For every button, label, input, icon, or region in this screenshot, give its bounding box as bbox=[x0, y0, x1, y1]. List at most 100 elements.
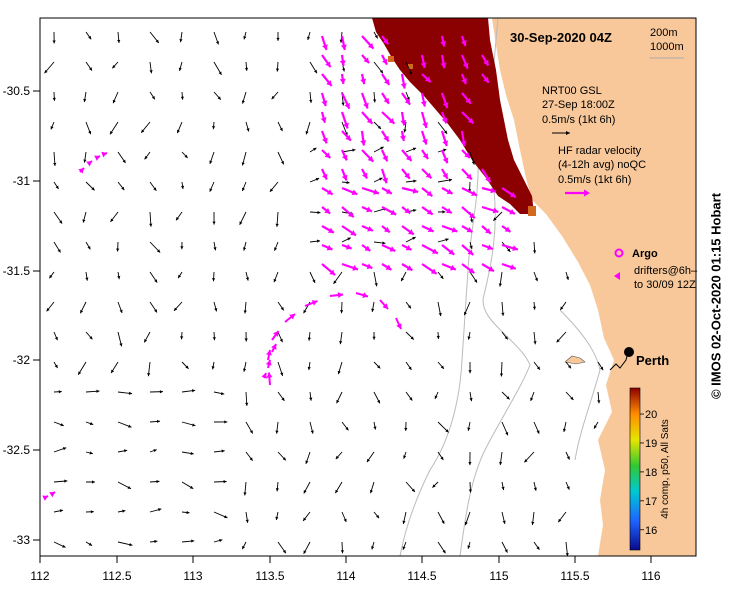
model-arrow bbox=[524, 451, 535, 463]
model-arrow bbox=[213, 91, 222, 101]
model-arrow bbox=[597, 391, 601, 404]
model-arrow bbox=[53, 421, 64, 427]
drifter-track bbox=[42, 491, 56, 501]
model-arrow bbox=[85, 541, 93, 546]
model-arrow bbox=[437, 178, 453, 183]
model-arrow bbox=[181, 389, 196, 393]
radar-arrow bbox=[440, 111, 448, 124]
model-arrow bbox=[405, 391, 413, 401]
radar-arrow bbox=[421, 168, 433, 180]
radar-legend: HF radar velocity (4-12h avg) noQC 0.5m/… bbox=[558, 145, 646, 197]
radar-arrow bbox=[481, 243, 494, 251]
model-arrow bbox=[437, 511, 445, 524]
model-arrow bbox=[532, 241, 537, 254]
model-arrow bbox=[437, 421, 449, 433]
model-arrow bbox=[405, 236, 416, 243]
radar-arrow bbox=[361, 35, 375, 50]
model-arrow bbox=[149, 449, 157, 453]
radar-arrow bbox=[381, 187, 393, 195]
model-arrow bbox=[274, 241, 279, 251]
radar-arrow bbox=[380, 168, 388, 184]
model-arrow bbox=[245, 391, 249, 406]
x-axis-ticks: 112 112.5 113 113.5 114 114.5 115 115.5 … bbox=[30, 556, 661, 583]
radar-arrow bbox=[421, 149, 429, 160]
model-arrow bbox=[468, 361, 472, 374]
model-arrow bbox=[53, 541, 66, 548]
model-arrow bbox=[307, 331, 311, 341]
model-arrow bbox=[530, 391, 535, 402]
radar-arrow bbox=[421, 206, 434, 216]
model-arrow bbox=[501, 511, 506, 525]
model-arrow bbox=[340, 541, 344, 554]
model-arrow bbox=[499, 451, 503, 466]
model-arrow bbox=[245, 451, 254, 461]
model-arrow bbox=[181, 451, 194, 455]
model-arrow bbox=[277, 361, 284, 376]
model-arrow bbox=[309, 239, 321, 243]
radar-legend-line1: HF radar velocity bbox=[558, 145, 642, 157]
x-tick-label: 113.5 bbox=[255, 569, 284, 583]
model-arrow bbox=[112, 91, 119, 104]
radar-arrow bbox=[339, 73, 346, 85]
radar-arrow bbox=[340, 168, 348, 181]
model-arrow bbox=[243, 31, 247, 40]
radar-arrow bbox=[441, 224, 458, 233]
model-arrow bbox=[85, 451, 93, 455]
y-tick-label: -31.5 bbox=[3, 264, 31, 278]
model-arrow bbox=[341, 421, 349, 431]
model-arrow bbox=[178, 61, 183, 72]
model-arrow bbox=[243, 301, 247, 314]
radar-arrow bbox=[501, 262, 517, 270]
radar-arrow bbox=[361, 262, 373, 270]
model-arrow bbox=[149, 301, 158, 313]
model-arrow bbox=[405, 331, 415, 340]
model-arrow bbox=[213, 31, 219, 45]
model-arrow bbox=[85, 271, 89, 281]
drifter-track bbox=[266, 292, 402, 386]
model-arrow bbox=[275, 211, 279, 227]
depth-200m-label: 200m bbox=[650, 27, 678, 39]
radar-arrow bbox=[461, 206, 476, 220]
model-arrow bbox=[501, 541, 508, 553]
radar-arrow bbox=[339, 54, 346, 66]
model-velocity-arrows bbox=[44, 31, 604, 557]
drifter-tracks bbox=[42, 151, 402, 501]
model-arrow bbox=[340, 301, 344, 314]
model-arrow bbox=[562, 421, 567, 433]
model-arrow bbox=[373, 146, 384, 153]
model-arrow bbox=[85, 121, 92, 135]
model-arrow bbox=[372, 331, 376, 340]
model-arrow bbox=[469, 151, 475, 165]
y-tick-label: -32 bbox=[13, 353, 31, 367]
land-mass bbox=[492, 18, 696, 556]
model-arrow bbox=[85, 510, 94, 514]
model-arrow bbox=[405, 179, 417, 183]
radar-arrow bbox=[341, 262, 359, 271]
depth-1000m-label: 1000m bbox=[650, 41, 684, 53]
radar-arrow bbox=[321, 54, 332, 68]
model-arrow bbox=[239, 211, 247, 226]
model-arrow bbox=[79, 301, 87, 314]
radar-arrow bbox=[440, 149, 449, 164]
radar-arrow bbox=[320, 168, 328, 180]
radar-arrow bbox=[361, 224, 374, 232]
radar-arrow bbox=[461, 187, 478, 197]
model-arrow bbox=[271, 91, 279, 100]
model-arrow bbox=[117, 331, 123, 347]
model-arrow bbox=[309, 391, 313, 401]
model-arrow bbox=[533, 541, 540, 551]
radar-arrow bbox=[320, 35, 328, 51]
model-arrow bbox=[275, 511, 279, 521]
model-arrow bbox=[50, 121, 55, 130]
radar-arrow bbox=[481, 186, 497, 194]
model-arrow bbox=[437, 210, 446, 214]
model-arrow bbox=[432, 481, 439, 488]
colorbar-tick-label: 18 bbox=[645, 467, 657, 479]
radar-arrow bbox=[421, 244, 439, 255]
model-arrow bbox=[333, 271, 343, 285]
model-arrow bbox=[85, 480, 95, 484]
radar-arrow bbox=[420, 54, 427, 69]
model-arrow bbox=[181, 151, 189, 159]
model-arrow bbox=[275, 421, 279, 434]
radar-arrow bbox=[360, 73, 367, 85]
